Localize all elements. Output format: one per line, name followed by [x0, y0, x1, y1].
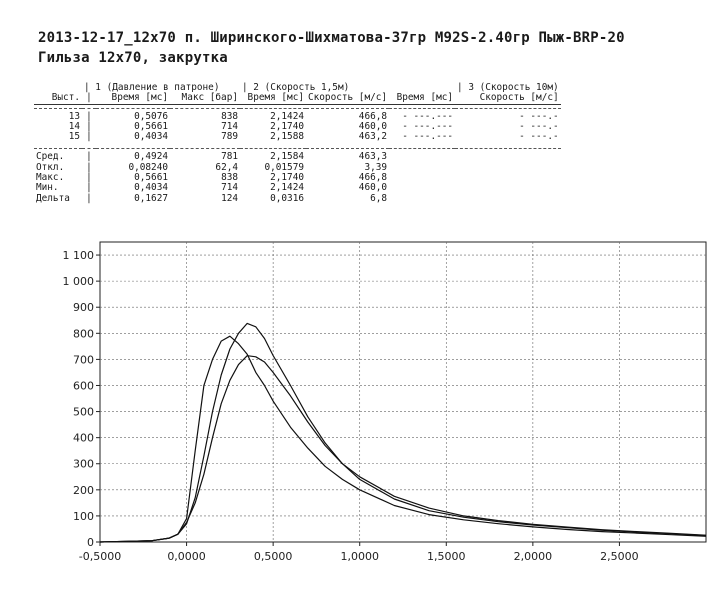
cell-time-1: 0,4034 [134, 131, 168, 143]
stat-time-1: 0,4924 [134, 151, 168, 163]
x-tick-label: 2,5000 [600, 550, 639, 563]
cell-time-3: - ---.--- [402, 120, 454, 132]
x-tick-label: 2,0000 [514, 550, 553, 563]
cell-velocity-3: - ---.- [519, 131, 559, 143]
cell-velocity-3: - ---.- [519, 120, 559, 132]
stat-label: Откл. [36, 161, 65, 173]
col-header-time-2: Время [мс] [247, 92, 304, 104]
y-tick-label: 1 000 [63, 275, 95, 288]
stat-max-pressure: 62,4 [215, 161, 238, 173]
y-tick-label: 1 100 [63, 249, 95, 262]
stat-max-pressure: 124 [221, 192, 238, 204]
column-header-row: Выст. | Время [мс] Макс [бар] Время [мс]… [34, 93, 561, 104]
x-tick-label: -0,5000 [79, 550, 121, 563]
stat-max-pressure: 838 [221, 172, 238, 184]
cell-velocity-2: 460,0 [358, 120, 388, 132]
stat-velocity-2: 460,0 [358, 182, 388, 194]
stat-velocity-2: 3,39 [364, 161, 388, 173]
stat-time-2: 2,1584 [270, 151, 304, 163]
stat-row: Откл. | 0,08240 62,4 0,01579 3,39 [36, 161, 388, 173]
stat-label: Дельта [36, 192, 70, 204]
col-header-time-3: Время [мс] [396, 92, 454, 104]
x-tick-label: 1,5000 [427, 550, 466, 563]
stat-label: Макс. [36, 172, 65, 184]
stat-velocity-2: 463,3 [358, 151, 388, 163]
stat-time-1: 0,08240 [128, 161, 168, 173]
y-tick-label: 500 [73, 406, 94, 419]
cell-velocity-3: - ---.- [519, 110, 559, 122]
x-tick-label: 1,0000 [340, 550, 379, 563]
stat-max-pressure: 714 [221, 182, 238, 194]
shot-row: 14 | 0,5661 714 2,1740 460,0 - ---.--- -… [34, 120, 561, 132]
stat-time-2: 0,0316 [270, 192, 304, 204]
cell-velocity-2: 463,2 [358, 131, 388, 143]
series-line-2 [99, 335, 707, 543]
col-header-shot: Выст. [51, 92, 80, 104]
cell-time-3: - ---.--- [402, 131, 454, 143]
y-tick-label: 400 [73, 432, 94, 445]
cell-time-2: 2,1740 [270, 120, 304, 132]
y-tick-label: 200 [73, 484, 94, 497]
shot-row: 13 | 0,5076 838 2,1424 466,8 - ---.--- -… [34, 110, 561, 122]
cell-time-2: 2,1424 [270, 110, 304, 122]
col-header-max-pressure: Макс [бар] [181, 92, 238, 104]
shot-number: 14 [68, 120, 80, 132]
plot-frame [99, 241, 707, 543]
series-line-3 [99, 355, 707, 543]
page-title: 2013-12-17_12x70 п. Ширинского-Шихматова… [38, 30, 625, 46]
y-tick-label: 300 [73, 458, 94, 471]
stat-time-1: 0,5661 [134, 172, 168, 184]
stat-velocity-2: 6,8 [370, 192, 388, 204]
stat-velocity-2: 466,8 [358, 172, 388, 184]
stat-time-2: 2,1740 [270, 172, 304, 184]
cell-time-3: - ---.--- [402, 110, 454, 122]
x-tick-label: 0,0000 [167, 550, 206, 563]
page-subtitle: Гильза 12x70, закрутка [38, 50, 228, 66]
stat-row: Дельта | 0,1627 124 0,0316 6,8 [36, 192, 388, 204]
group-header-velocity-10m: | 3 (Скорость 10м) [457, 82, 559, 93]
stat-time-1: 0,1627 [134, 192, 168, 204]
pressure-chart: 0 100 200 300 400 500 600 700 800 900 1 000 1 100 -0… [63, 241, 707, 563]
stat-row: Мин. | 0,4034 714 2,1424 460,0 [36, 182, 388, 194]
cell-time-1: 0,5076 [134, 110, 168, 122]
stat-time-2: 0,01579 [264, 161, 304, 173]
group-header-pressure: | 1 (Давление в патроне) [84, 82, 220, 93]
results-table: | 1 (Давление в патроне) | 2 (Скорость 1… [34, 82, 561, 204]
y-tick-label: 900 [73, 301, 94, 314]
col-header-time-1: Время [мс] [111, 92, 168, 104]
stat-label: Мин. [36, 182, 59, 194]
y-tick-label: 100 [73, 510, 94, 523]
stat-row: Сред. | 0,4924 781 2,1584 463,3 [36, 151, 388, 163]
shot-number: 13 [68, 110, 80, 122]
cell-max-pressure: 838 [221, 110, 238, 122]
stat-label: Сред. [36, 151, 65, 163]
cell-time-2: 2,1588 [270, 131, 304, 143]
y-tick-label: 700 [73, 353, 94, 366]
y-tick-label: 600 [73, 379, 94, 392]
series-line-1 [99, 322, 707, 543]
group-header-velocity-1-5m: | 2 (Скорость 1,5м) [242, 82, 350, 93]
cell-velocity-2: 466,8 [358, 110, 388, 122]
cell-max-pressure: 789 [221, 131, 238, 143]
stat-row: Макс. | 0,5661 838 2,1740 466,8 [36, 172, 388, 184]
stat-time-2: 2,1424 [270, 182, 304, 194]
shot-number: 15 [68, 131, 80, 143]
y-tick-label: 800 [73, 327, 94, 340]
shot-row: 15 | 0,4034 789 2,1588 463,2 - ---.--- -… [34, 131, 561, 143]
cell-time-1: 0,5661 [134, 120, 168, 132]
col-header-velocity-3: Скорость [м/с] [479, 92, 559, 104]
y-tick-label: 0 [87, 536, 94, 549]
group-header-row: | 1 (Давление в патроне) | 2 (Скорость 1… [34, 82, 561, 93]
stat-time-1: 0,4034 [134, 182, 168, 194]
stat-max-pressure: 781 [221, 151, 238, 163]
x-tick-label: 0,5000 [254, 550, 293, 563]
col-header-velocity-2: Скорость [м/с] [308, 92, 388, 104]
cell-max-pressure: 714 [221, 120, 238, 132]
